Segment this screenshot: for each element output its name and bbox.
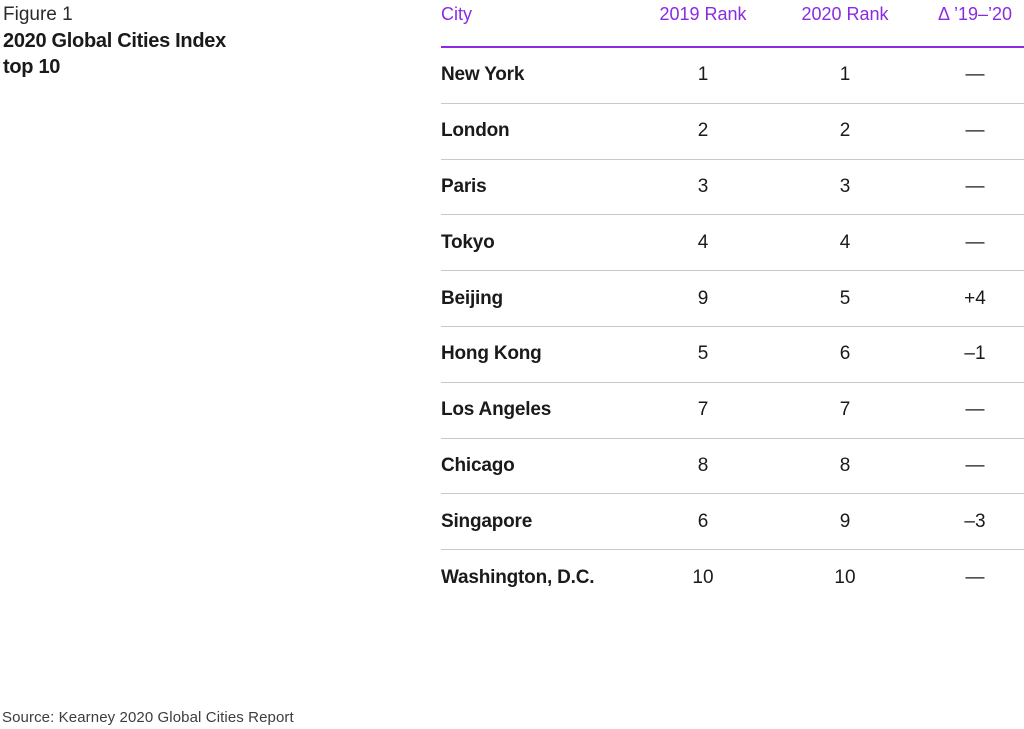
city-cell: Singapore (441, 510, 533, 532)
table-row: New York 1 1 — (441, 48, 1024, 104)
figure-label: Figure 1 (3, 4, 73, 25)
delta-cell: — (965, 64, 985, 86)
figure-title-line2: top 10 (3, 56, 61, 78)
rank-2020-cell: 10 (834, 567, 856, 589)
delta-cell: +4 (964, 287, 986, 309)
rank-2019-cell: 2 (697, 120, 709, 142)
rank-2020-cell: 4 (839, 231, 851, 253)
table-row: Tokyo 4 4 — (441, 215, 1024, 272)
rank-2019-cell: 1 (697, 64, 709, 86)
rank-2020-cell: 5 (839, 287, 851, 309)
city-cell: Beijing (441, 287, 503, 309)
rank-2019-cell: 4 (697, 231, 709, 253)
rank-2020-cell: 7 (839, 399, 851, 421)
table-row: Paris 3 3 — (441, 160, 1024, 216)
source-note: Source: Kearney 2020 Global Cities Repor… (2, 709, 294, 726)
city-cell: New York (441, 64, 525, 86)
rank-2020-cell: 8 (839, 454, 851, 476)
table-header-row: City 2019 Rank 2020 Rank Δ ’19–’20 (441, 0, 1024, 48)
city-cell: Washington, D.C. (441, 567, 595, 589)
delta-cell: — (965, 175, 985, 197)
rank-2020-cell: 6 (839, 343, 851, 365)
rank-2019-cell: 7 (697, 399, 709, 421)
rank-2019-cell: 5 (697, 343, 709, 365)
table-row: Hong Kong 5 6 –1 (441, 327, 1024, 383)
column-header-delta: Δ ’19–’20 (937, 4, 1013, 24)
delta-cell: — (965, 567, 985, 589)
table-row: Chicago 8 8 — (441, 439, 1024, 495)
rank-2020-cell: 9 (839, 510, 851, 532)
city-cell: Chicago (441, 454, 515, 476)
column-header-2019-rank: 2019 Rank (659, 4, 747, 24)
city-cell: Hong Kong (441, 343, 542, 365)
delta-cell: –1 (964, 343, 986, 365)
rank-2019-cell: 10 (692, 567, 714, 589)
table-row: Singapore 6 9 –3 (441, 494, 1024, 551)
rank-2019-cell: 8 (697, 454, 709, 476)
table-row: Los Angeles 7 7 — (441, 383, 1024, 439)
delta-cell: — (965, 454, 985, 476)
table-body: New York 1 1 — London 2 2 — Paris 3 3 — … (441, 48, 1024, 606)
rank-2019-cell: 3 (697, 175, 709, 197)
rank-2019-cell: 6 (697, 510, 709, 532)
figure-title-line1: 2020 Global Cities Index (3, 30, 226, 52)
city-cell: Tokyo (441, 231, 495, 253)
delta-cell: — (965, 399, 985, 421)
rank-2020-cell: 2 (839, 120, 851, 142)
city-cell: Paris (441, 175, 487, 197)
rank-2020-cell: 3 (839, 175, 851, 197)
column-header-2020-rank: 2020 Rank (801, 4, 889, 24)
table-row: London 2 2 — (441, 104, 1024, 160)
delta-cell: — (965, 120, 985, 142)
table-row: Washington, D.C. 10 10 — (441, 550, 1024, 606)
rank-2019-cell: 9 (697, 287, 709, 309)
city-cell: Los Angeles (441, 399, 552, 421)
rank-table: City 2019 Rank 2020 Rank Δ ’19–’20 New Y… (441, 0, 1024, 606)
column-header-city: City (441, 4, 472, 24)
rank-2020-cell: 1 (839, 64, 851, 86)
city-cell: London (441, 120, 510, 142)
delta-cell: –3 (964, 510, 986, 532)
delta-cell: — (965, 231, 985, 253)
figure-caption: Figure 1 2020 Global Cities Index top 10 (3, 2, 423, 80)
table-row: Beijing 9 5 +4 (441, 271, 1024, 327)
